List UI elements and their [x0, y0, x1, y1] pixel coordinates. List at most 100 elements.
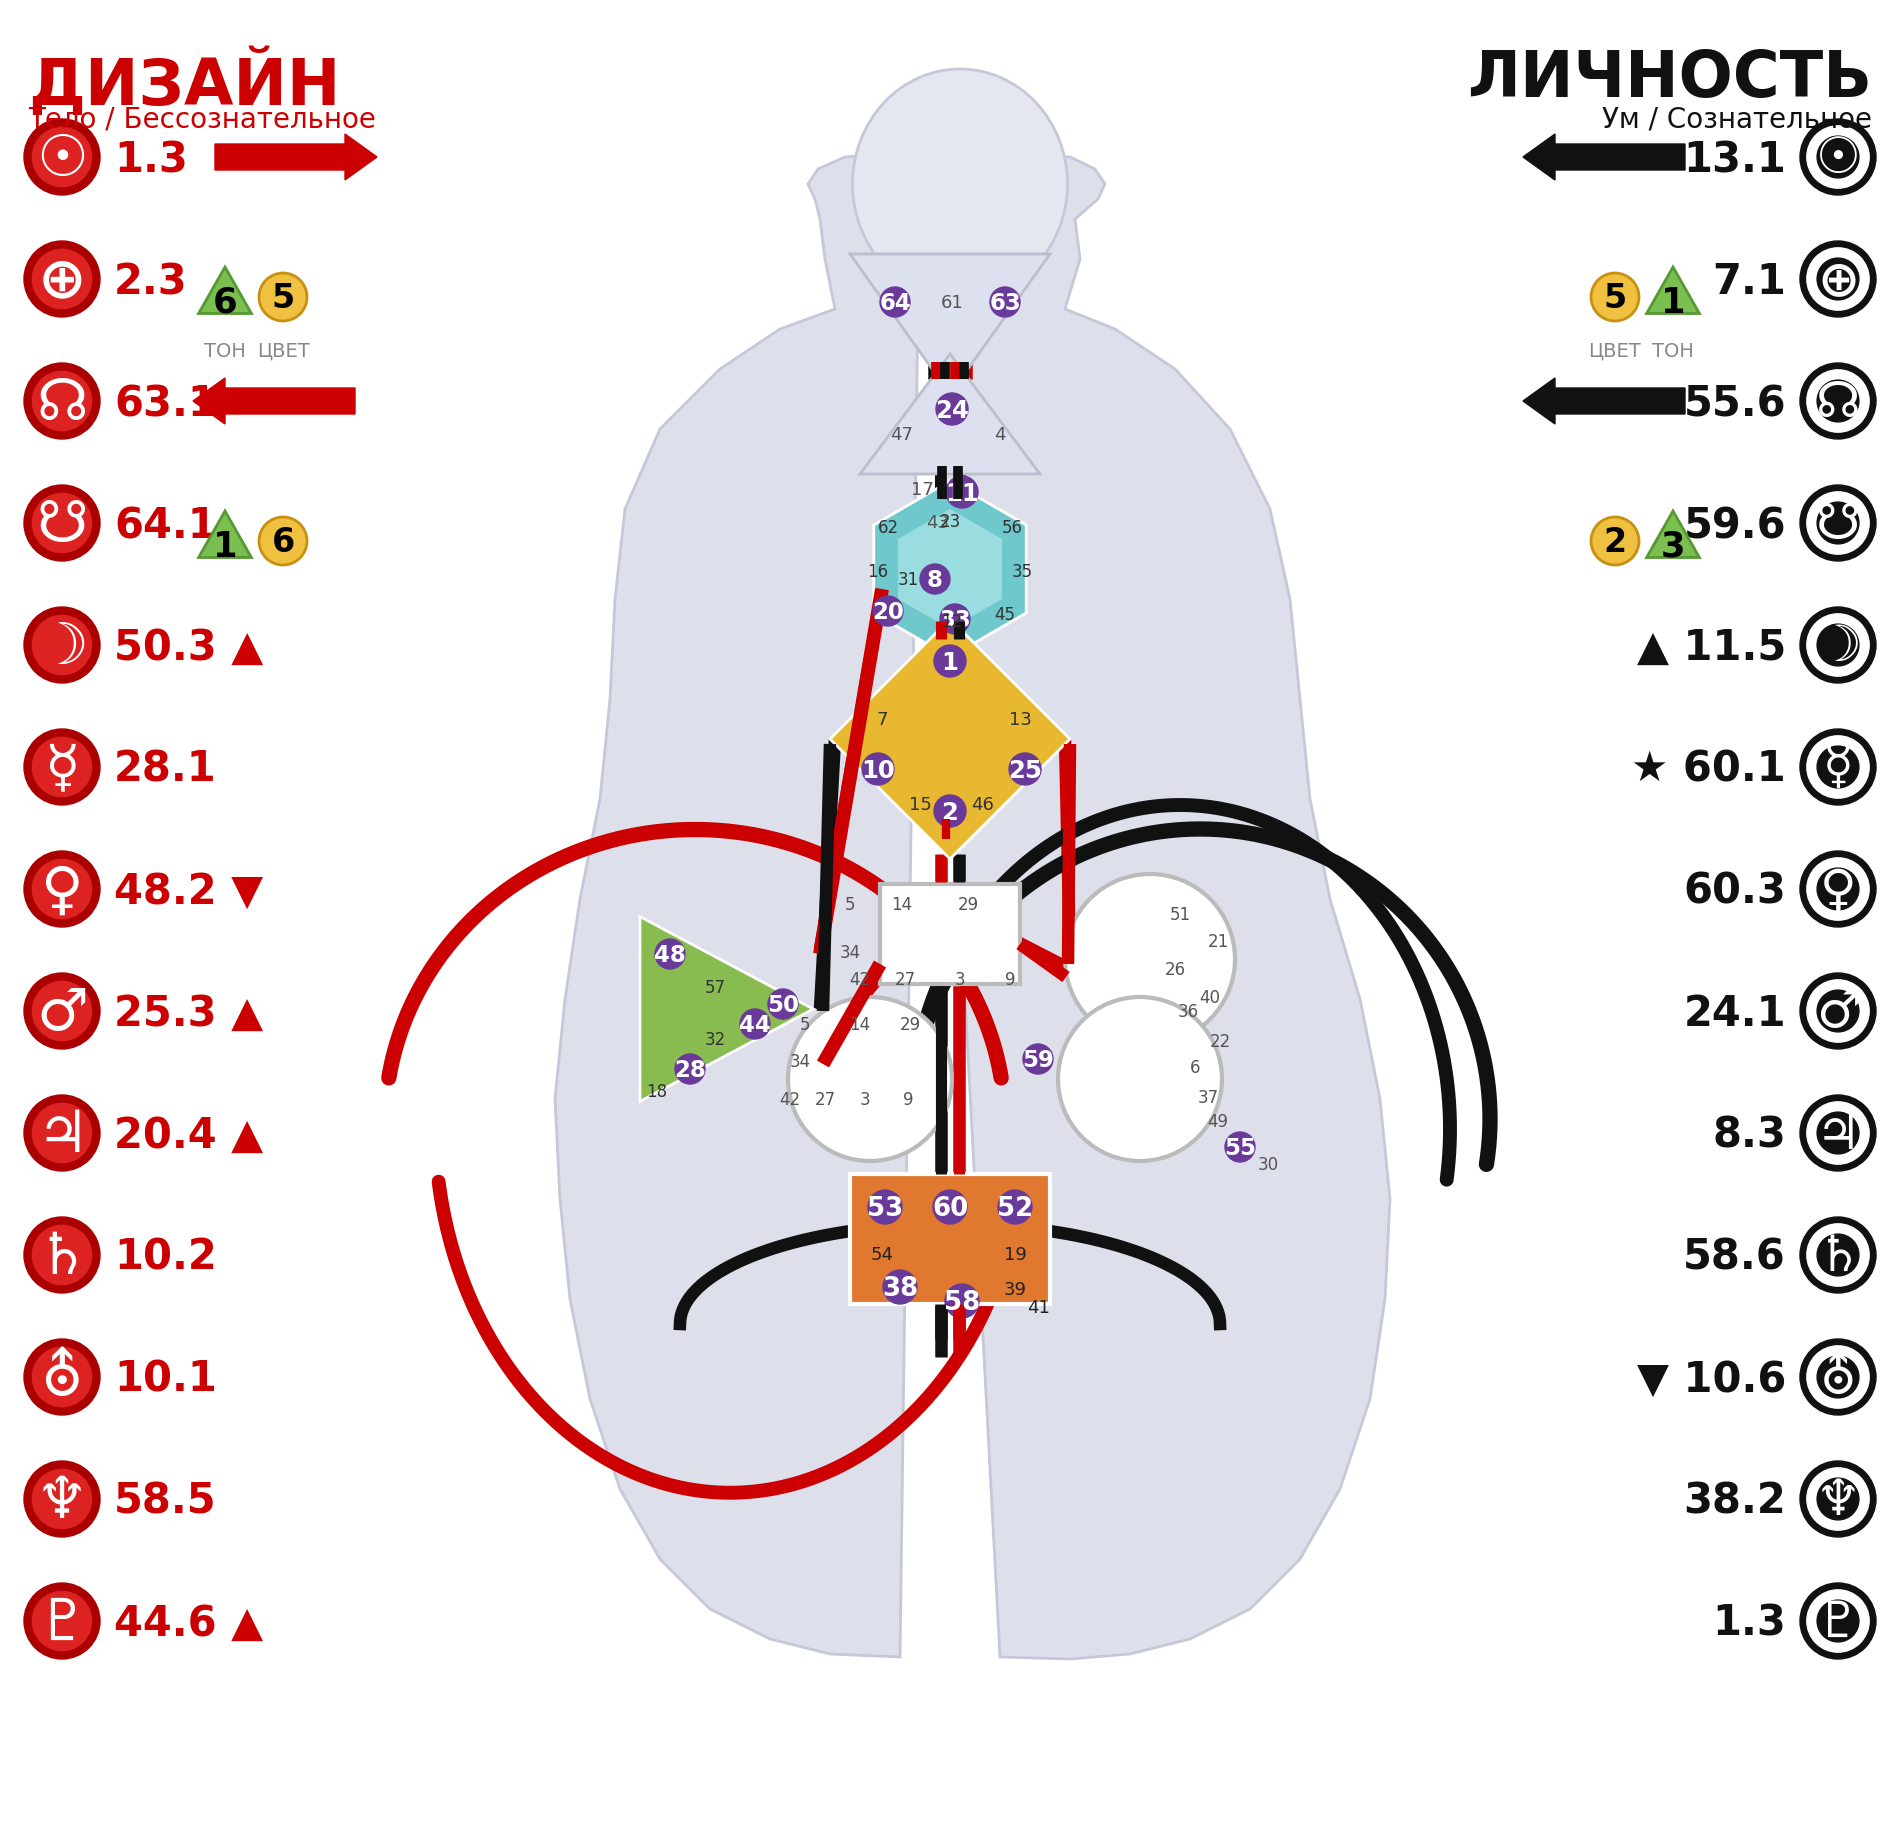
Text: 23: 23: [939, 512, 961, 531]
Text: ☋: ☋: [1816, 501, 1860, 549]
Circle shape: [32, 1347, 91, 1407]
Circle shape: [25, 1583, 101, 1660]
Circle shape: [1799, 1460, 1875, 1537]
Text: 51: 51: [1168, 906, 1191, 924]
Circle shape: [1816, 503, 1858, 545]
Text: 34: 34: [840, 944, 861, 961]
Circle shape: [880, 287, 910, 318]
Circle shape: [1066, 875, 1235, 1045]
Circle shape: [1799, 121, 1875, 196]
Text: 14: 14: [891, 895, 912, 913]
Text: 6: 6: [272, 525, 294, 558]
Text: 1: 1: [213, 529, 238, 564]
Circle shape: [32, 617, 91, 675]
Text: ⊕: ⊕: [38, 253, 86, 309]
Circle shape: [1807, 249, 1870, 311]
Circle shape: [1807, 126, 1870, 188]
Text: 37: 37: [1197, 1089, 1218, 1107]
Circle shape: [1807, 615, 1870, 677]
Circle shape: [1799, 242, 1875, 318]
Text: 31: 31: [897, 571, 918, 589]
Text: ♀: ♀: [40, 862, 84, 919]
FancyArrow shape: [215, 135, 376, 181]
Text: ♃: ♃: [36, 1105, 87, 1162]
Text: 49: 49: [1208, 1113, 1229, 1131]
Circle shape: [25, 608, 101, 684]
Text: 34: 34: [788, 1052, 811, 1071]
Text: 48: 48: [654, 944, 686, 966]
Text: ☉: ☉: [1816, 135, 1860, 183]
Text: ♂: ♂: [36, 985, 87, 1041]
Text: 54: 54: [870, 1246, 893, 1263]
Text: 63: 63: [990, 291, 1020, 315]
Text: 9: 9: [902, 1091, 914, 1109]
Text: 38.2: 38.2: [1683, 1480, 1786, 1523]
Circle shape: [25, 364, 101, 439]
Circle shape: [258, 274, 308, 322]
Circle shape: [1816, 990, 1858, 1032]
Text: 27: 27: [815, 1091, 836, 1109]
Text: ⊕: ⊕: [1816, 256, 1858, 306]
Text: ☋: ☋: [36, 496, 87, 553]
Circle shape: [1816, 1113, 1858, 1155]
Circle shape: [1807, 1468, 1870, 1530]
Text: ♆: ♆: [36, 1471, 87, 1528]
Text: 29: 29: [899, 1016, 922, 1034]
Text: ☊: ☊: [1816, 379, 1860, 426]
Text: 25.3 ▲: 25.3 ▲: [114, 992, 262, 1034]
Circle shape: [32, 1103, 91, 1164]
Circle shape: [933, 1190, 967, 1224]
Text: 2.3: 2.3: [114, 262, 188, 302]
Text: 64.1: 64.1: [114, 505, 217, 547]
Circle shape: [935, 646, 965, 677]
Circle shape: [25, 1340, 101, 1415]
Text: ☉: ☉: [36, 130, 87, 187]
Text: ☊: ☊: [36, 375, 87, 432]
Circle shape: [990, 287, 1020, 318]
Text: 58: 58: [944, 1288, 980, 1314]
Polygon shape: [640, 917, 813, 1102]
Circle shape: [1816, 381, 1858, 423]
Text: 42: 42: [849, 970, 870, 988]
Polygon shape: [200, 267, 251, 315]
Circle shape: [863, 754, 895, 785]
Text: 62: 62: [878, 518, 899, 536]
Text: 19: 19: [1003, 1246, 1026, 1263]
Circle shape: [1799, 851, 1875, 928]
Circle shape: [768, 990, 798, 1019]
Circle shape: [1226, 1133, 1256, 1162]
Text: 50: 50: [768, 994, 800, 1016]
Circle shape: [1590, 518, 1640, 565]
Circle shape: [937, 393, 967, 426]
Text: ТОН: ТОН: [1653, 342, 1695, 361]
Text: Ум / Сознательное: Ум / Сознательное: [1602, 104, 1872, 134]
Circle shape: [1807, 492, 1870, 554]
Text: 28.1: 28.1: [114, 748, 217, 791]
Text: 5: 5: [272, 282, 294, 315]
Text: 43: 43: [927, 514, 950, 533]
Text: 46: 46: [971, 796, 994, 814]
Circle shape: [1799, 485, 1875, 562]
Circle shape: [674, 1054, 705, 1085]
Circle shape: [1816, 1356, 1858, 1398]
Text: 30: 30: [1258, 1155, 1279, 1173]
Circle shape: [25, 851, 101, 928]
Text: ЦВЕТ: ЦВЕТ: [256, 342, 310, 361]
Text: 7: 7: [876, 710, 887, 728]
Text: 26: 26: [1165, 961, 1186, 979]
Text: 55: 55: [1224, 1136, 1256, 1160]
Circle shape: [32, 1469, 91, 1528]
Text: 50.3 ▲: 50.3 ▲: [114, 626, 264, 668]
Text: 58.6: 58.6: [1683, 1237, 1786, 1279]
Text: ⛢: ⛢: [1820, 1354, 1856, 1402]
Text: 15: 15: [908, 796, 931, 814]
Circle shape: [1816, 624, 1858, 666]
Circle shape: [1807, 1102, 1870, 1164]
Circle shape: [1799, 1583, 1875, 1660]
Text: 58.5: 58.5: [114, 1480, 217, 1523]
Text: 13: 13: [1009, 710, 1032, 728]
Circle shape: [1799, 974, 1875, 1049]
Circle shape: [656, 939, 686, 970]
Text: 10: 10: [861, 758, 895, 781]
Circle shape: [940, 604, 971, 635]
